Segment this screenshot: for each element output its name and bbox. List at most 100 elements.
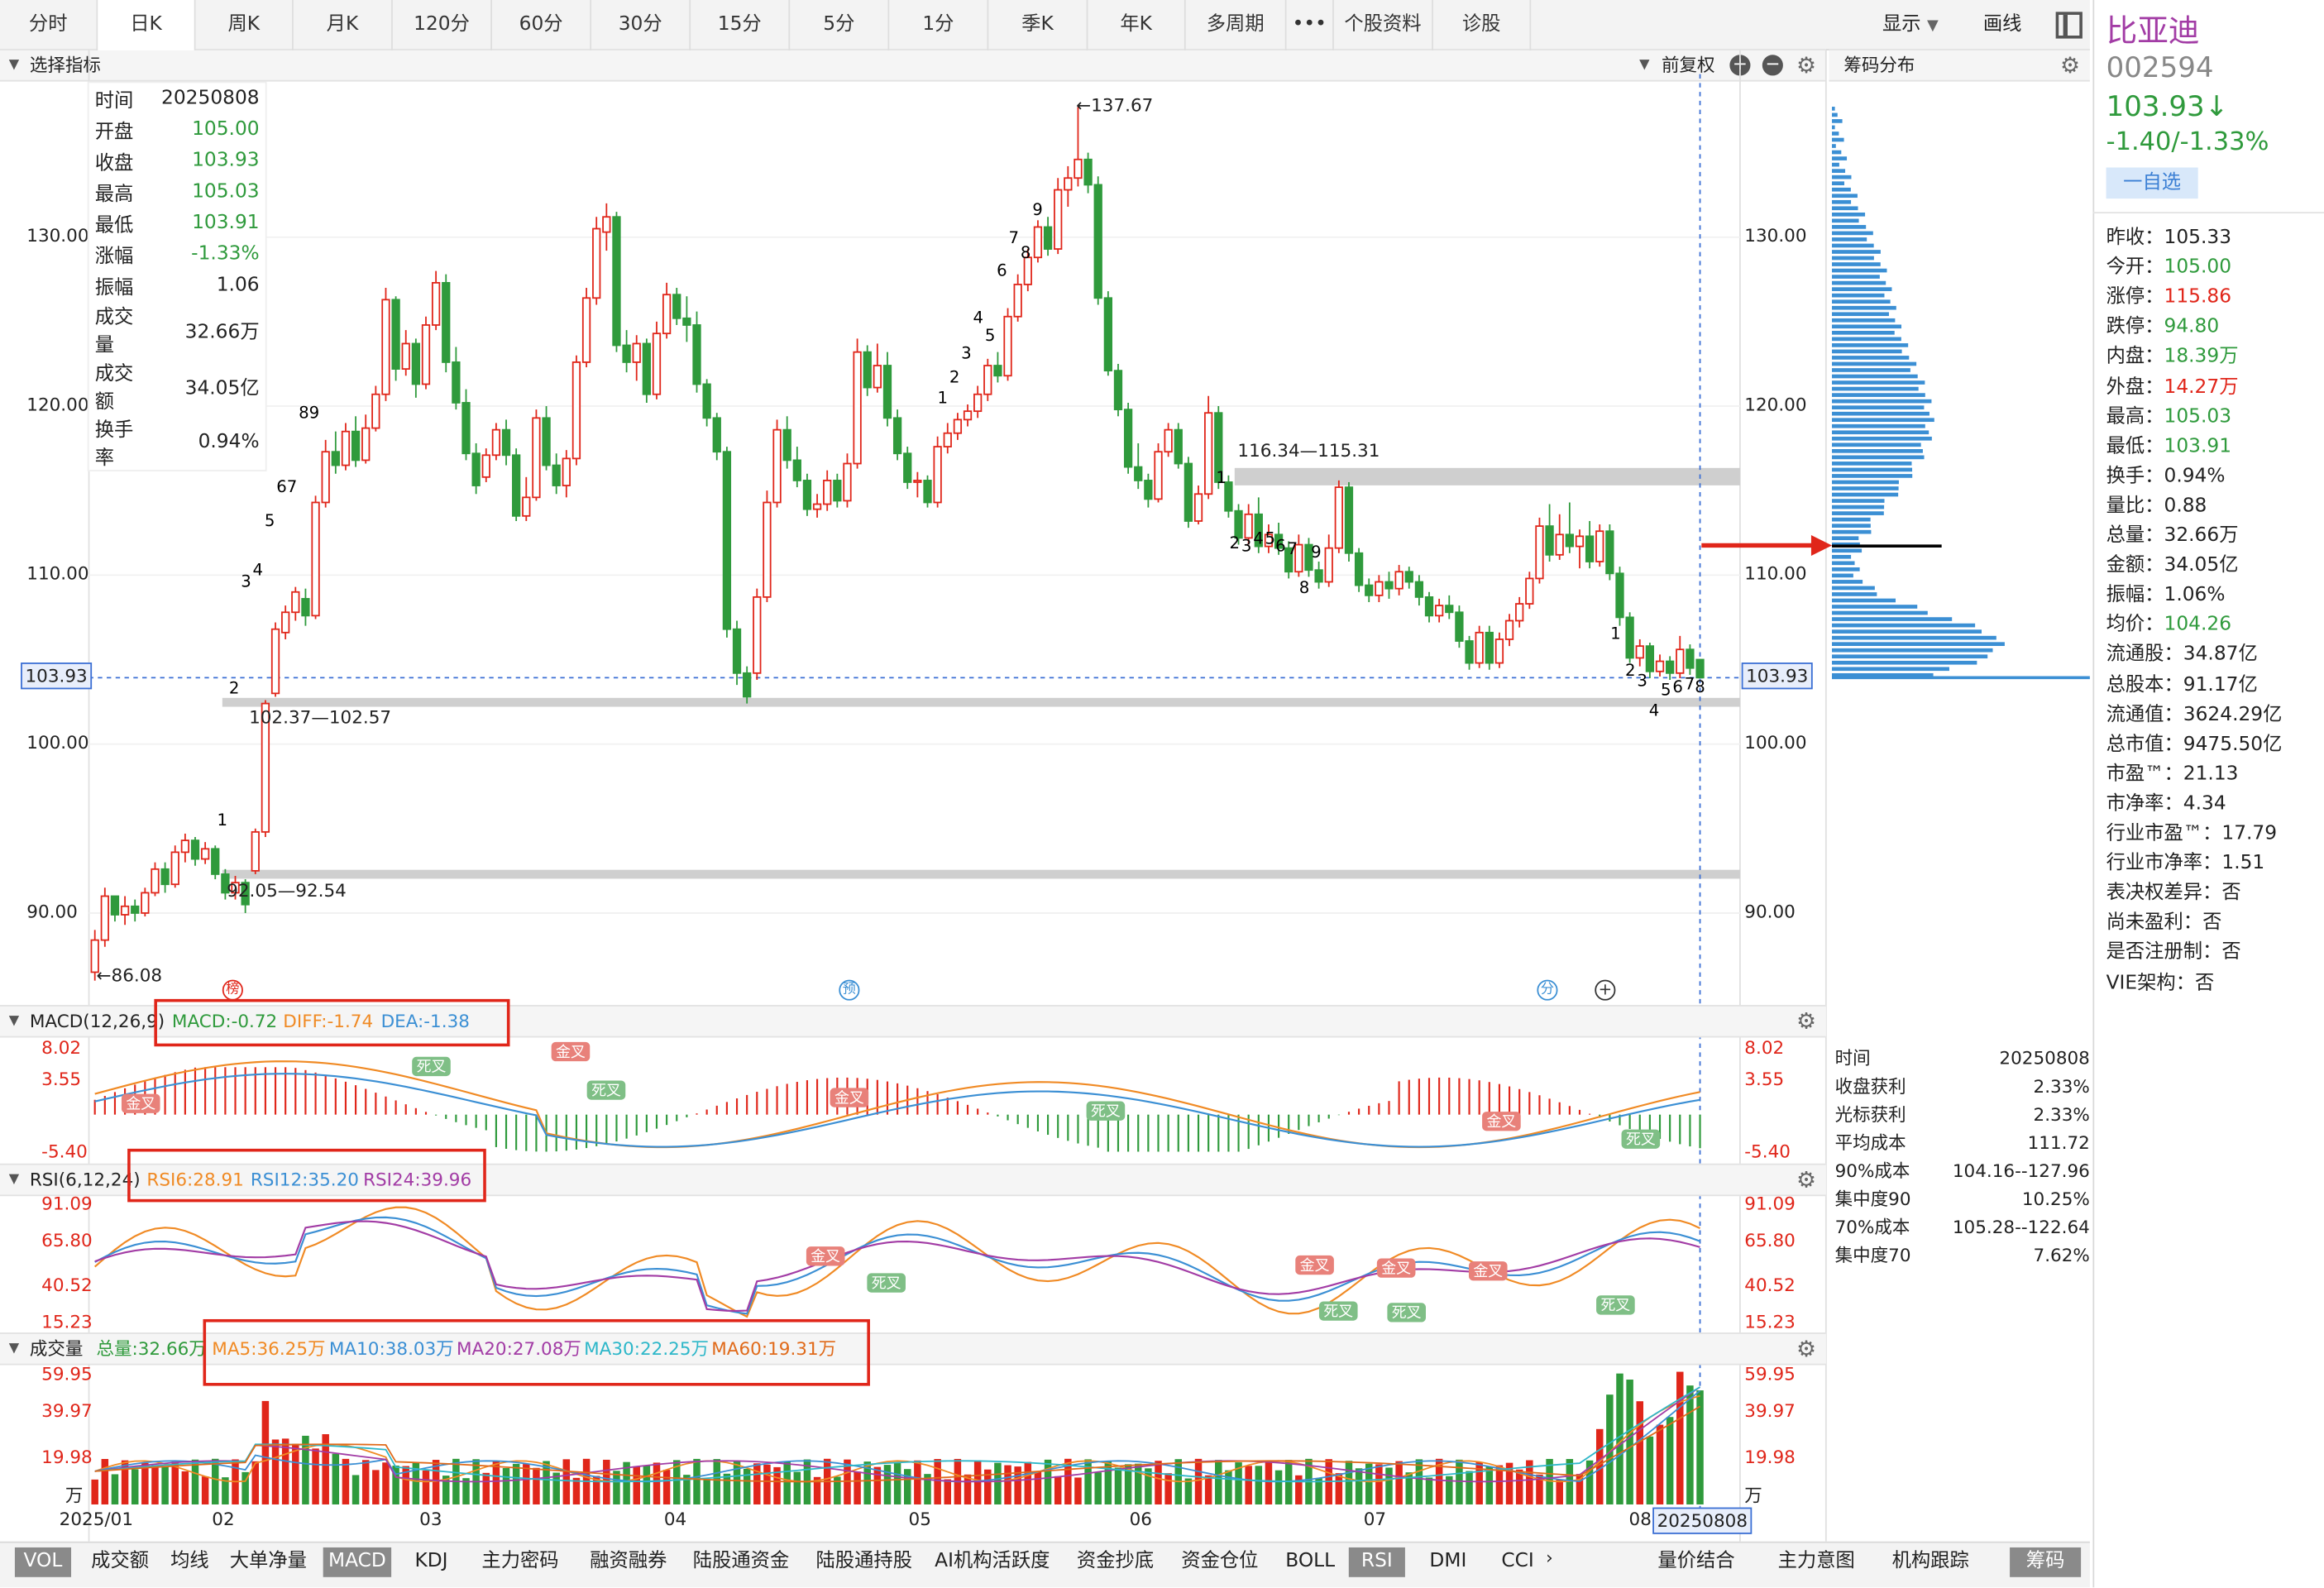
add-marker-button[interactable]: + — [1595, 979, 1616, 1001]
candle-body — [552, 464, 561, 486]
td-count-mark: 6 — [276, 477, 287, 496]
indicator-tab[interactable]: 陆股通资金 — [692, 1550, 790, 1573]
volume-bar — [322, 1434, 329, 1504]
draw-line-button[interactable]: 画线 — [1982, 13, 2022, 36]
period-tab[interactable]: ••• — [1287, 0, 1334, 50]
stat-label: 内盘： — [2106, 346, 2164, 369]
chevron-down-icon[interactable]: ▼ — [8, 1013, 20, 1029]
period-tab[interactable]: 5分 — [790, 0, 890, 50]
gear-icon[interactable]: ⚙ — [1796, 1335, 1817, 1362]
indicator-tab[interactable]: KDJ — [414, 1550, 448, 1573]
stock-price: 103.93↓ — [2106, 90, 2229, 123]
adjust-select[interactable]: 前复权 — [1661, 55, 1715, 76]
indicator-tab[interactable]: 大单净量 — [229, 1550, 307, 1573]
add-watchlist-button[interactable]: 一自选 — [2106, 167, 2198, 199]
stat-row: 最低：103.91 — [2106, 429, 2231, 457]
indicator-tick: 65.80 — [1744, 1230, 1796, 1251]
period-tab[interactable]: 周K — [196, 0, 294, 50]
panel-tab[interactable]: 量价结合 — [1657, 1550, 1735, 1573]
volume-bar — [844, 1459, 851, 1504]
chip-bar — [1832, 617, 1953, 621]
indicator-tab[interactable]: BOLL — [1285, 1550, 1336, 1573]
rsi24-line — [94, 1220, 1700, 1313]
td-count-mark: 2 — [1230, 533, 1241, 552]
period-tab[interactable]: 1分 — [889, 0, 989, 50]
indicator-tab[interactable]: MACD — [323, 1547, 392, 1577]
td-count-mark: 8 — [1021, 243, 1031, 262]
period-tab[interactable]: 季K — [988, 0, 1088, 50]
period-tab[interactable]: 30分 — [591, 0, 691, 50]
indicator-tab[interactable]: AI机构活跃度 — [935, 1550, 1050, 1573]
indicator-tab[interactable]: 主力密码 — [481, 1550, 559, 1573]
volume-bar — [91, 1479, 98, 1504]
display-menu[interactable]: 显示 ▼ — [1882, 0, 1939, 50]
period-tab[interactable]: 多周期 — [1186, 0, 1287, 50]
candle-body — [602, 216, 611, 233]
td-count-mark: 3 — [961, 344, 972, 363]
panel-tab[interactable]: 筹码 — [2010, 1547, 2082, 1577]
period-tab[interactable]: 年K — [1088, 0, 1186, 50]
current-price-tag-right: 103.93 — [1741, 662, 1813, 690]
indicator-tab[interactable]: DMI — [1429, 1550, 1467, 1573]
stat-label: 跌停： — [2106, 316, 2164, 339]
period-tab[interactable]: 月K — [294, 0, 393, 50]
macd-title[interactable]: MACD(12,26,9) — [29, 1011, 165, 1032]
chevron-down-icon[interactable]: ▼ — [8, 1172, 20, 1188]
period-tab[interactable]: 60分 — [492, 0, 592, 50]
event-marker-forecast[interactable]: 预 — [839, 979, 860, 1001]
indicator-tab[interactable]: 融资融券 — [590, 1550, 667, 1573]
event-marker-list[interactable]: 榜 — [222, 979, 243, 1001]
chevron-down-icon[interactable]: ▼ — [8, 1341, 20, 1356]
gear-icon[interactable]: ⚙ — [1796, 51, 1817, 79]
indicator-tab[interactable]: CCI — [1501, 1550, 1534, 1573]
candle-body — [1575, 535, 1585, 548]
period-tab[interactable]: 诊股 — [1433, 0, 1532, 50]
indicator-tab[interactable]: 资金抄底 — [1076, 1550, 1155, 1573]
volume-bar — [1004, 1465, 1011, 1504]
chip-bar — [1832, 181, 1844, 186]
indicator-tick: 40.52 — [1744, 1275, 1796, 1296]
stat-value: 0.88 — [2164, 495, 2207, 518]
candle-body — [281, 611, 290, 634]
volume-bar — [442, 1476, 450, 1504]
gear-icon[interactable]: ⚙ — [1796, 1166, 1817, 1193]
chip-bar — [1832, 642, 2005, 646]
price-tick-right: 100.00 — [1744, 732, 1807, 753]
period-tab[interactable]: 个股资料 — [1334, 0, 1433, 50]
panel-toggle-icon[interactable] — [2055, 12, 2083, 39]
indicator-tab[interactable]: 陆股通持股 — [815, 1550, 913, 1573]
info-label: 成交额 — [94, 363, 134, 414]
rsi-title[interactable]: RSI(6,12,24) — [29, 1169, 141, 1191]
chip-bar — [1832, 312, 1889, 317]
indicator-tab[interactable]: 资金仓位 — [1181, 1550, 1259, 1573]
chip-bar — [1832, 250, 1881, 254]
td-count-mark: 3 — [1241, 537, 1252, 556]
indicator-tab[interactable]: 均线 — [170, 1550, 209, 1573]
candle-body — [131, 905, 140, 914]
period-tab[interactable]: 120分 — [393, 0, 492, 50]
gear-icon[interactable]: ⚙ — [1796, 1007, 1817, 1035]
gear-icon[interactable]: ⚙ — [2060, 51, 2081, 79]
panel-tab[interactable]: 主力意图 — [1777, 1550, 1855, 1573]
remove-icon[interactable]: − — [1762, 55, 1783, 76]
volume-bar — [1295, 1475, 1303, 1504]
period-tab[interactable]: 日K — [98, 0, 196, 50]
indicator-tab[interactable]: 成交额 — [91, 1550, 150, 1573]
indicator-tab[interactable]: VOL — [14, 1547, 72, 1577]
volume-bar — [1435, 1458, 1443, 1504]
candle-body — [1304, 543, 1313, 572]
event-marker-dividend[interactable]: 分 — [1537, 979, 1558, 1001]
period-tab[interactable]: 15分 — [691, 0, 791, 50]
info-value: 0.94% — [198, 430, 260, 453]
volume-bar — [994, 1462, 1002, 1504]
period-tab[interactable]: 分时 — [0, 0, 98, 50]
chip-info-label: 光标获利 — [1834, 1104, 1906, 1126]
volume-title[interactable]: 成交量 — [29, 1338, 84, 1360]
volume-bar — [1145, 1468, 1152, 1504]
panel-tab[interactable]: 机构跟踪 — [1891, 1550, 1969, 1573]
indicator-tab[interactable]: RSI — [1348, 1547, 1405, 1577]
chip-bar — [1832, 436, 1932, 441]
chip-info-label: 时间 — [1834, 1048, 1871, 1069]
more-tabs-icon[interactable]: › — [1546, 1547, 1553, 1569]
